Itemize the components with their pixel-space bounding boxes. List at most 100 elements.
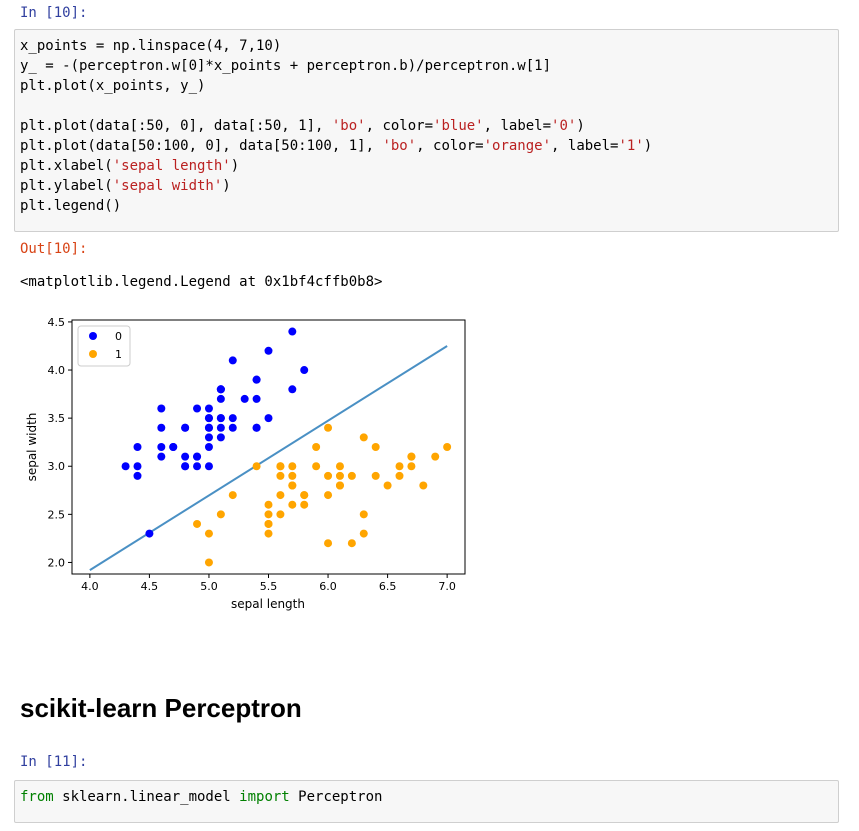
data-point-class-1: [264, 500, 273, 509]
data-point-class-1: [324, 491, 333, 500]
code-token: plt.xlabel(: [20, 158, 113, 174]
code-token: , label=: [551, 138, 619, 154]
y-tick-label: 4.0: [48, 364, 66, 377]
data-point-class-1: [288, 481, 297, 490]
code-line-blank: [20, 96, 832, 116]
x-tick-label: 4.5: [141, 580, 159, 593]
data-point-class-1: [371, 443, 380, 451]
code-token: Perceptron: [289, 789, 383, 805]
x-tick-label: 4.0: [81, 580, 99, 593]
output-prompt-10: Out[10]:: [20, 241, 88, 257]
code-string: 'bo': [382, 138, 417, 154]
data-point-class-0: [228, 423, 237, 432]
data-point-class-0: [216, 394, 225, 403]
data-point-class-0: [169, 443, 178, 451]
data-point-class-1: [431, 452, 440, 461]
data-point-class-1: [395, 471, 404, 480]
data-point-class-0: [204, 462, 213, 471]
data-point-class-1: [347, 471, 356, 480]
x-tick-label: 5.0: [200, 580, 218, 593]
data-point-class-1: [395, 462, 404, 471]
section-heading: scikit-learn Perceptron: [20, 693, 302, 723]
code-token: ): [576, 118, 585, 134]
keyword-from: from: [20, 789, 54, 805]
data-point-class-1: [264, 519, 273, 528]
x-axis-ticks: 4.0 4.5 5.0 5.5 6.0 6.5 7.0: [81, 574, 456, 593]
data-point-class-0: [252, 423, 261, 432]
data-point-class-1: [276, 462, 285, 471]
data-point-class-0: [264, 414, 273, 423]
data-point-class-0: [216, 423, 225, 432]
data-point-class-1: [252, 462, 261, 471]
data-point-class-1: [407, 462, 416, 471]
legend-marker-1: [89, 350, 97, 358]
data-point-class-0: [181, 452, 190, 461]
input-prompt-10: In [10]:: [20, 5, 88, 21]
legend: 0 1: [77, 325, 131, 367]
x-tick-label: 6.0: [319, 580, 337, 593]
code-token: ): [222, 178, 231, 194]
code-cell-10[interactable]: x_points = np.linspace(4, 7,10) y_ = -(pe…: [14, 29, 839, 232]
data-point-class-1: [383, 481, 392, 490]
data-point-class-1: [300, 491, 309, 500]
y-axis-label: sepal width: [25, 413, 39, 482]
points-layer: [121, 327, 452, 567]
code-token: , color=: [365, 118, 434, 134]
code-string: '1': [618, 138, 644, 154]
data-point-class-1: [443, 443, 452, 451]
y-tick-label: 2.5: [48, 508, 66, 521]
data-point-class-0: [216, 414, 225, 423]
data-point-class-0: [181, 462, 190, 471]
code-line-5: plt.plot(data[:50, 0], data[:50, 1], 'bo…: [20, 116, 832, 136]
data-point-class-0: [288, 385, 297, 394]
data-point-class-0: [288, 327, 297, 336]
data-point-class-0: [157, 443, 166, 451]
code-token: plt.ylabel(: [20, 178, 113, 194]
x-tick-label: 7.0: [438, 580, 456, 593]
data-point-class-1: [276, 491, 285, 500]
data-point-class-0: [216, 433, 225, 442]
data-point-class-0: [240, 394, 249, 403]
data-point-class-0: [133, 443, 142, 451]
data-point-class-0: [252, 375, 261, 384]
output-text-10: <matplotlib.legend.Legend at 0x1bf4cffb0…: [20, 274, 383, 290]
data-point-class-0: [204, 414, 213, 423]
code-line-6: plt.plot(data[50:100, 0], data[50:100, 1…: [20, 136, 832, 156]
scatter-chart: 4.0 4.5 5.0 5.5 6.0 6.5 7.0 2.0 2.5 3.0 3.5 4.0 4.5…: [25, 316, 466, 611]
data-point-class-0: [204, 443, 213, 451]
x-tick-label: 5.5: [260, 580, 278, 593]
keyword-import: import: [239, 789, 290, 805]
code-token: sklearn.linear_model: [53, 789, 240, 805]
y-tick-label: 2.0: [48, 556, 66, 569]
data-point-class-1: [324, 423, 333, 432]
data-point-class-1: [347, 539, 356, 548]
data-point-class-1: [276, 510, 285, 519]
code-line-7: plt.xlabel('sepal length'): [20, 156, 832, 176]
data-point-class-1: [312, 443, 321, 451]
data-point-class-1: [288, 500, 297, 509]
code-editor-10[interactable]: x_points = np.linspace(4, 7,10) y_ = -(pe…: [15, 30, 838, 222]
data-point-class-1: [276, 471, 285, 480]
data-point-class-0: [204, 404, 213, 413]
data-point-class-1: [288, 471, 297, 480]
data-point-class-0: [252, 394, 261, 403]
code-string: 'sepal width': [112, 178, 223, 194]
code-editor-11[interactable]: from sklearn.linear_model import Percept…: [15, 781, 838, 813]
x-tick-label: 6.5: [379, 580, 397, 593]
data-point-class-0: [300, 366, 309, 375]
data-point-class-0: [121, 462, 130, 471]
data-point-class-0: [216, 385, 225, 394]
data-point-class-1: [335, 471, 344, 480]
code-cell-11[interactable]: from sklearn.linear_model import Percept…: [14, 780, 839, 823]
data-point-class-1: [204, 558, 213, 567]
data-point-class-1: [228, 491, 237, 500]
data-point-class-0: [133, 471, 142, 480]
data-point-class-1: [300, 500, 309, 509]
data-point-class-0: [133, 462, 142, 471]
data-point-class-1: [264, 529, 273, 538]
data-point-class-1: [359, 510, 368, 519]
code-token: plt.plot(data[50:100, 0], data[50:100, 1…: [20, 138, 383, 154]
data-point-class-1: [419, 481, 428, 490]
data-point-class-1: [359, 433, 368, 442]
x-axis-label: sepal length: [231, 597, 305, 611]
